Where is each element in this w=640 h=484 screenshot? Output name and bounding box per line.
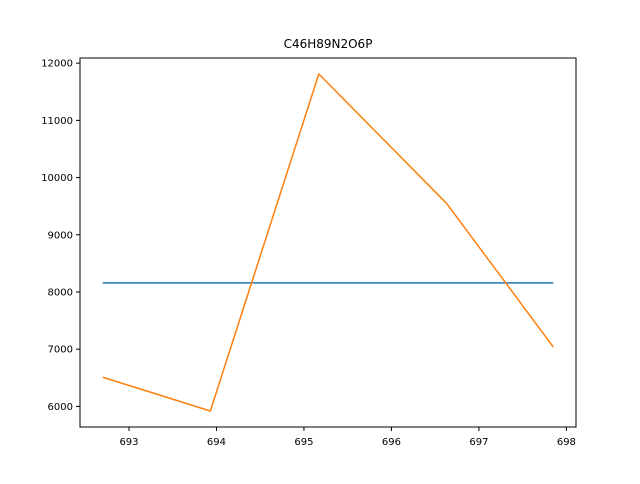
series-layer <box>102 73 554 412</box>
x-tick-label: 693 <box>119 437 138 448</box>
x-tick-label: 694 <box>207 437 226 448</box>
y-tick-label: 6000 <box>48 402 73 413</box>
plot-frame <box>79 57 577 428</box>
y-tick-label: 9000 <box>48 230 73 241</box>
x-tick-label: 696 <box>382 437 401 448</box>
y-tick-label: 10000 <box>41 173 73 184</box>
y-tick-label: 7000 <box>48 345 73 356</box>
x-tick-label: 698 <box>557 437 576 448</box>
y-tick-label: 8000 <box>48 287 73 298</box>
y-tick-label: 12000 <box>41 59 73 70</box>
y-axis: 6000 7000 8000 9000 10000 11000 12000 <box>41 59 80 413</box>
chart-title: C46H89N2O6P <box>284 37 373 51</box>
x-tick-label: 695 <box>294 437 313 448</box>
y-tick-label: 11000 <box>41 116 73 127</box>
x-axis: 693 694 695 696 697 698 <box>119 427 576 448</box>
x-tick-label: 697 <box>469 437 488 448</box>
series-line-2 <box>102 73 554 412</box>
